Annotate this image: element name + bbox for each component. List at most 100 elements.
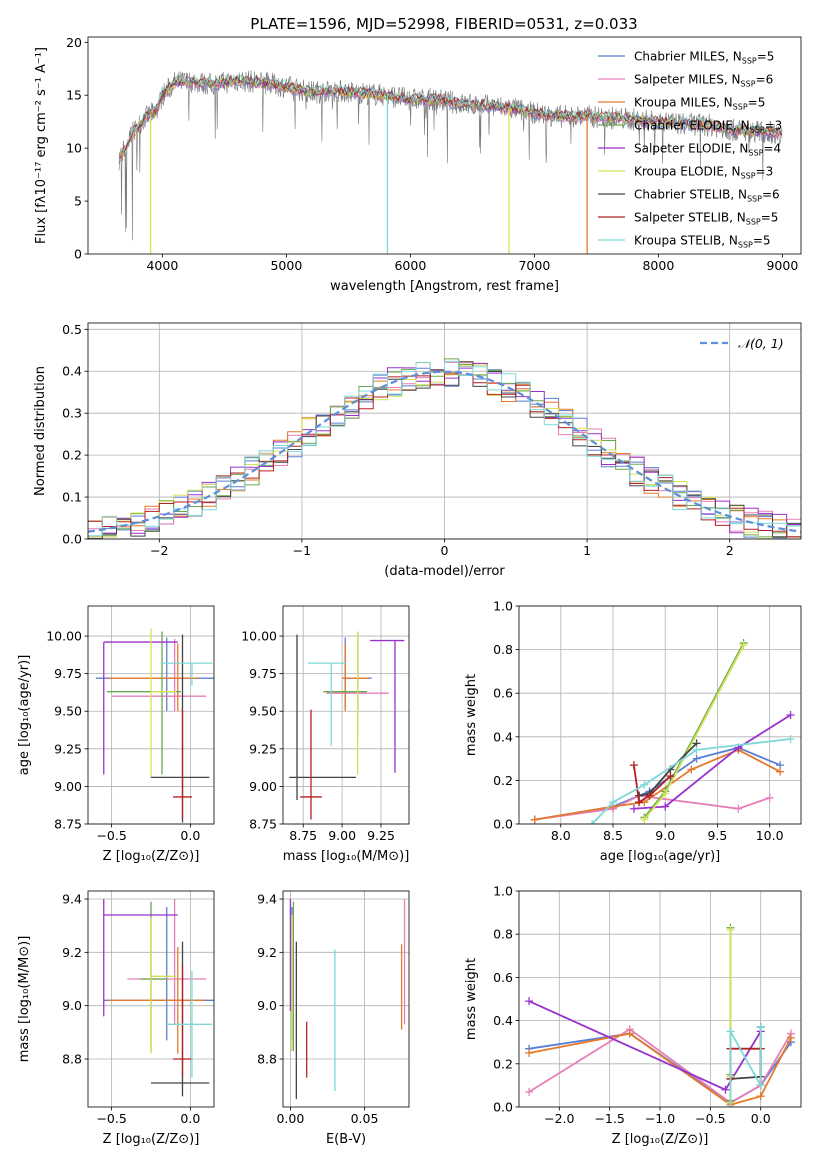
weight-marker: [776, 767, 785, 776]
weight-marker: [629, 804, 638, 813]
legend-label-sub: SSP: [738, 241, 753, 250]
legend-label: Chabrier ELODIE, NSSP=3: [634, 119, 782, 135]
model-fit-line: [118, 73, 783, 157]
x-tick-label: 9.25: [367, 828, 395, 843]
x-tick-label: 9.00: [328, 828, 356, 843]
legend-label-sub: SSP: [742, 57, 757, 66]
model-fit-line: [118, 74, 783, 159]
axes-frame: [87, 36, 802, 255]
weight-marker: [666, 772, 675, 781]
panel-mass_vs_EBV: 0.00 0.05 8.8 9.0 9.2 9.4 E(B-V): [257, 890, 410, 1147]
weight-marker: [734, 804, 743, 813]
y-tick-label: 0.4: [62, 364, 82, 379]
errorbar-point: [108, 643, 199, 712]
weight-series-line: [633, 714, 792, 810]
y-tick-label: 0.2: [493, 773, 513, 788]
x-tick-label: 8.0: [551, 828, 571, 843]
weight-marker: [525, 997, 534, 1006]
y-tick-label: 9.2: [62, 945, 82, 960]
x-axis-label: mass [log₁₀(M/M⊙)]: [283, 849, 410, 864]
y-tick-label: 10: [66, 141, 82, 156]
panel-age_vs_Z: −0.5 0.0 8.75 9.00 9.25 9.50 9.75 10.00 Z [log₁₀…: [17, 605, 215, 864]
y-tick-label: 0.6: [493, 970, 513, 985]
x-axis-label: Z [log₁₀(Z/Z⊙)]: [103, 849, 200, 864]
y-tick-label: 9.75: [249, 666, 277, 681]
y-tick-label: 9.75: [54, 666, 82, 681]
legend-label-sub: SSP: [748, 149, 763, 158]
y-tick-label: 1.0: [493, 599, 513, 614]
x-tick-label: 8.75: [289, 828, 317, 843]
y-tick-label: 0.1: [62, 490, 82, 505]
y-tick-label: 9.50: [249, 704, 277, 719]
legend-label: Kroupa ELODIE, NSSP=3: [634, 165, 773, 181]
legend-label: 𝒩(0, 1): [738, 336, 784, 351]
x-tick-label: 9000: [766, 258, 798, 273]
errorbar-point: [150, 917, 177, 1054]
x-tick-label: 2: [726, 543, 734, 558]
y-tick-label: 0.0: [493, 817, 513, 832]
weight-series-line: [633, 764, 672, 804]
weight-marker: [756, 1081, 765, 1090]
weight-marker: [786, 1033, 795, 1042]
legend-label-sub: SSP: [741, 80, 756, 89]
weight-marker: [756, 1092, 765, 1101]
weight-series: [588, 734, 795, 824]
weight-marker: [625, 1029, 634, 1038]
plot-area: [530, 639, 795, 824]
weight-marker: [530, 815, 539, 824]
errorbar-point: [370, 639, 405, 773]
legend-label-main: Salpeter ELODIE, N: [634, 142, 748, 156]
weight-marker: [687, 765, 696, 774]
y-tick-label: 10.00: [241, 629, 277, 644]
x-tick-label: 10.0: [756, 828, 784, 843]
weight-marker: [786, 734, 795, 743]
x-tick-label: −1: [293, 543, 311, 558]
y-tick-label: 8.8: [62, 1052, 82, 1067]
weight-marker: [645, 791, 654, 800]
legend-label-sub: SSP: [741, 172, 756, 181]
legend-label-tail: =5: [748, 96, 766, 110]
spectrum-title: PLATE=1596, MJD=52998, FIBERID=0531, z=0…: [250, 15, 637, 33]
x-tick-label: 9.0: [655, 828, 675, 843]
y-axis-label: mass weight: [464, 958, 479, 1040]
x-tick-label: 8.5: [603, 828, 623, 843]
y-tick-label: 0.0: [493, 1100, 513, 1115]
plots: 4000 5000 6000 7000 8000 900005101520waveleng…: [17, 35, 802, 1147]
legend-label-main: Kroupa STELIB, N: [634, 234, 738, 248]
y-tick-label: 0.2: [62, 448, 82, 463]
plot-area: [118, 70, 783, 254]
histogram-step-line: [88, 373, 801, 538]
x-tick-label: 0: [441, 543, 449, 558]
legend-label-sub: SSP: [746, 218, 761, 227]
x-axis-label: (data-model)/error: [384, 564, 505, 579]
legend-label-main: Chabrier MILES, N: [634, 50, 742, 64]
panel-weight_vs_age: 8.0 8.5 9.0 9.5 10.0 0.0 0.2 0.4 0.6 0.8 1.0 age [l…: [464, 599, 802, 864]
weight-marker: [525, 1087, 534, 1096]
histogram-step-line: [88, 360, 801, 537]
legend-label-tail: =6: [762, 188, 780, 202]
y-axis-label: mass [log₁₀(M/M⊙)]: [17, 936, 32, 1063]
weight-series: [640, 641, 748, 824]
x-tick-label: 0.0: [180, 1111, 200, 1126]
y-tick-label: 9.2: [257, 945, 277, 960]
errorbar-point: [173, 709, 192, 820]
errorbar-point: [150, 628, 177, 778]
weight-marker: [661, 789, 670, 798]
weight-series: [726, 1023, 765, 1107]
y-tick-label: 0.2: [493, 1056, 513, 1071]
legend-label: Salpeter STELIB, NSSP=5: [634, 211, 778, 227]
plot-area: [88, 358, 801, 539]
weight-marker: [635, 798, 644, 807]
x-tick-label: 8000: [642, 258, 674, 273]
x-tick-label: 9.5: [707, 828, 727, 843]
x-tick-label: 6000: [394, 258, 426, 273]
weight-marker: [721, 1085, 730, 1094]
weight-marker: [525, 1049, 534, 1057]
legend-label-tail: =5: [761, 211, 779, 225]
y-tick-label: 0.6: [493, 686, 513, 701]
panel-spectrum: 4000 5000 6000 7000 8000 9000 0 5 10 15 20 waveleng…: [34, 35, 802, 294]
panel-age_vs_mass: 8.75 9.00 9.25 8.75 9.00 9.25 9.50 9.75 10.00 mas…: [241, 605, 410, 864]
weight-marker: [640, 815, 649, 824]
x-axis-label: Z [log₁₀(Z/Z⊙)]: [103, 1132, 200, 1147]
